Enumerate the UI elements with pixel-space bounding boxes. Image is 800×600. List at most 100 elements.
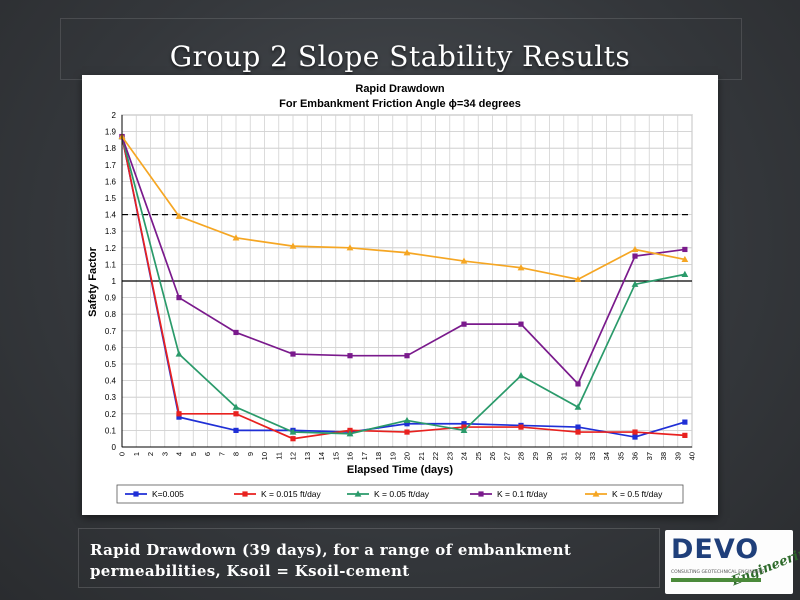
x-axis-label: Elapsed Time (days) (347, 464, 454, 476)
y-tick-label: 1.8 (105, 144, 117, 153)
data-point (290, 351, 296, 357)
x-tick-label: 9 (246, 452, 255, 456)
data-point (460, 257, 468, 264)
logo-stripe (671, 578, 761, 582)
y-tick-label: 1.5 (105, 194, 117, 203)
chart: Rapid Drawdown For Embankment Friction A… (87, 83, 697, 504)
x-tick-label: 19 (388, 452, 397, 460)
data-point (632, 253, 638, 259)
y-tick-label: 1.4 (105, 211, 117, 220)
chart-subtitle: For Embankment Friction Angle ϕ=34 degre… (279, 98, 521, 110)
legend-marker (478, 491, 484, 497)
data-point (574, 403, 582, 410)
x-tick-label: 12 (289, 452, 298, 460)
y-tick-label: 0.5 (105, 360, 117, 369)
data-point (575, 424, 581, 430)
data-point (290, 436, 296, 442)
data-point (176, 411, 182, 417)
data-point (681, 255, 689, 263)
data-point (682, 246, 688, 253)
x-tick-label: 40 (688, 452, 697, 460)
x-tick-label: 3 (160, 452, 169, 456)
data-point (575, 381, 581, 387)
data-point (403, 249, 411, 256)
data-point (682, 432, 688, 438)
data-point (461, 421, 467, 427)
data-point (176, 295, 182, 301)
x-tick-label: 23 (445, 452, 454, 460)
x-tick-label: 29 (531, 452, 540, 460)
x-tick-label: 11 (274, 452, 283, 460)
legend-box (116, 484, 684, 504)
y-axis-label: Safety Factor (87, 246, 99, 316)
data-point (232, 234, 240, 241)
x-tick-label: 21 (417, 452, 426, 460)
x-tick-label: 30 (545, 452, 554, 460)
x-tick-label: 13 (303, 452, 312, 460)
x-tick-label: 10 (260, 452, 269, 460)
data-point (575, 429, 581, 435)
chart-title: Rapid Drawdown (355, 83, 445, 95)
y-tick-label: 1.3 (105, 227, 117, 236)
data-point (404, 421, 410, 427)
data-point (403, 416, 411, 424)
x-tick-label: 36 (631, 452, 640, 460)
y-tick-label: 0.9 (105, 294, 117, 303)
legend-marker (354, 490, 362, 497)
y-tick-label: 0.2 (105, 410, 117, 419)
slide-caption: Rapid Drawdown (39 days), for a range of… (90, 541, 572, 580)
data-point (404, 353, 410, 359)
legend-marker (133, 491, 139, 497)
x-tick-label: 18 (374, 452, 383, 460)
x-tick-label: 0 (118, 452, 127, 456)
y-tick-label: 1.9 (105, 128, 117, 137)
y-tick-label: 1.6 (105, 177, 117, 186)
chart-paper: Rapid Drawdown For Embankment Friction A… (82, 75, 718, 515)
y-tick-label: 0 (112, 443, 117, 452)
data-point (461, 321, 467, 327)
data-point (233, 427, 239, 433)
y-tick-label: 0.8 (105, 310, 117, 319)
data-point (681, 270, 689, 277)
y-tick-label: 0.3 (105, 393, 117, 402)
y-tick-label: 2 (112, 111, 117, 120)
data-point (518, 424, 524, 430)
data-point (631, 280, 639, 287)
x-tick-label: 17 (360, 452, 369, 460)
data-point (682, 419, 688, 425)
legend-label: K = 0.05 ft/day (374, 489, 430, 499)
slide-title: Group 2 Slope Stability Results (169, 40, 631, 73)
legend-label: K = 0.5 ft/day (612, 489, 663, 499)
x-tick-label: 14 (317, 452, 326, 460)
legend-label: K = 0.1 ft/day (497, 489, 548, 499)
y-tick-label: 0.1 (105, 426, 117, 435)
x-tick-label: 4 (175, 452, 184, 456)
logo-wordmark: DEVO (671, 534, 760, 565)
y-tick-label: 1.7 (105, 161, 117, 170)
x-tick-label: 39 (673, 452, 682, 460)
y-tick-label: 0.6 (105, 343, 117, 352)
x-tick-label: 7 (217, 452, 226, 456)
data-point (175, 350, 183, 357)
x-tick-label: 37 (645, 452, 654, 460)
y-tick-label: 0.7 (105, 327, 117, 336)
x-tick-label: 1 (132, 452, 141, 456)
y-tick-label: 0.4 (105, 377, 117, 386)
x-tick-label: 5 (189, 452, 198, 456)
data-point (175, 212, 183, 219)
x-tick-label: 20 (403, 452, 412, 460)
x-tick-label: 25 (474, 452, 483, 460)
data-point (346, 244, 354, 251)
x-tick-label: 38 (659, 452, 668, 460)
x-tick-label: 26 (488, 452, 497, 460)
data-point (233, 411, 239, 417)
x-tick-label: 35 (616, 452, 625, 460)
x-tick-label: 28 (517, 452, 526, 460)
x-tick-label: 2 (146, 452, 155, 456)
x-tick-label: 8 (232, 452, 241, 456)
x-tick-label: 27 (502, 452, 511, 460)
data-point (176, 414, 182, 420)
y-tick-label: 1.1 (105, 260, 117, 269)
x-tick-label: 34 (602, 452, 611, 460)
x-tick-label: 24 (460, 452, 469, 460)
